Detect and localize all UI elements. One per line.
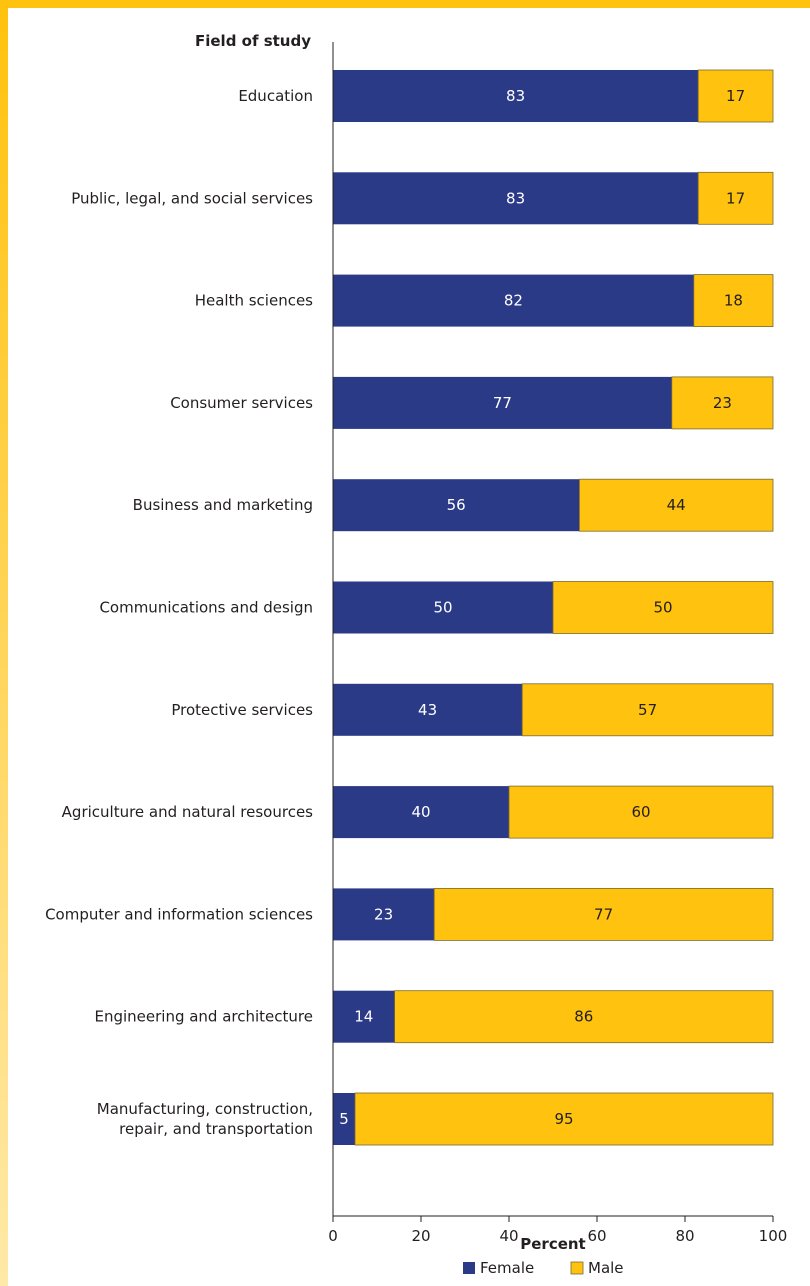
data-label-male: 95 bbox=[554, 1110, 573, 1128]
bar-female bbox=[333, 888, 435, 941]
bar-male bbox=[521, 683, 774, 737]
data-label-female: 14 bbox=[354, 1008, 373, 1026]
bar-male bbox=[552, 581, 774, 634]
bar-male bbox=[394, 990, 774, 1044]
x-tick-label: 80 bbox=[675, 1227, 694, 1245]
data-label-male: 18 bbox=[724, 292, 743, 310]
x-tick-label: 0 bbox=[328, 1227, 338, 1245]
category-label: Communications and design bbox=[99, 599, 313, 617]
legend-swatch-female bbox=[463, 1262, 475, 1274]
bar-female bbox=[333, 786, 509, 839]
x-tick-label: 60 bbox=[587, 1227, 606, 1245]
data-label-male: 17 bbox=[726, 87, 745, 105]
x-axis-title: Percent bbox=[520, 1235, 585, 1253]
bar-male bbox=[508, 785, 774, 839]
bar-female bbox=[333, 1093, 355, 1145]
legend-swatch-male bbox=[570, 1261, 584, 1275]
bar-male bbox=[579, 478, 774, 532]
bar-female bbox=[333, 376, 672, 429]
data-label-female: 82 bbox=[504, 292, 523, 310]
data-label-female: 50 bbox=[433, 599, 452, 617]
category-label: Business and marketing bbox=[133, 496, 313, 514]
x-tick-label: 40 bbox=[499, 1227, 518, 1245]
category-label: Public, legal, and social services bbox=[71, 189, 313, 207]
legend-label-female: Female bbox=[480, 1259, 534, 1277]
data-label-male: 86 bbox=[574, 1008, 593, 1026]
data-label-female: 23 bbox=[374, 905, 393, 923]
data-label-male: 44 bbox=[667, 496, 686, 514]
data-label-female: 40 bbox=[411, 803, 430, 821]
category-label: Protective services bbox=[171, 701, 313, 719]
category-axis-title: Field of study bbox=[195, 32, 311, 50]
legend-label-male: Male bbox=[588, 1259, 624, 1277]
bar-male bbox=[354, 1092, 774, 1146]
data-label-male: 50 bbox=[653, 599, 672, 617]
x-tick-label: 20 bbox=[411, 1227, 430, 1245]
data-label-female: 77 bbox=[493, 394, 512, 412]
category-label: Education bbox=[238, 87, 313, 105]
data-label-female: 43 bbox=[418, 701, 437, 719]
category-label: Computer and information sciences bbox=[45, 905, 313, 923]
category-label: Health sciences bbox=[195, 292, 313, 310]
bar-female bbox=[333, 581, 553, 634]
bar-female bbox=[333, 683, 523, 736]
bar-male bbox=[671, 376, 774, 430]
category-label: Consumer services bbox=[170, 394, 313, 412]
data-label-male: 57 bbox=[638, 701, 657, 719]
bar-female bbox=[333, 172, 699, 225]
bar-female bbox=[333, 70, 699, 122]
bar-female bbox=[333, 479, 580, 532]
bar-female bbox=[333, 274, 694, 327]
data-label-male: 17 bbox=[726, 189, 745, 207]
data-label-female: 5 bbox=[339, 1110, 349, 1128]
data-label-male: 77 bbox=[594, 905, 613, 923]
category-label: Engineering and architecture bbox=[94, 1008, 313, 1026]
data-label-male: 60 bbox=[631, 803, 650, 821]
bar-male bbox=[697, 69, 774, 123]
bar-male bbox=[693, 274, 774, 328]
data-label-male: 23 bbox=[713, 394, 732, 412]
category-label: repair, and transportation bbox=[119, 1120, 313, 1138]
bar-female bbox=[333, 990, 395, 1043]
x-tick-label: 100 bbox=[759, 1227, 788, 1245]
category-label: Manufacturing, construction, bbox=[97, 1100, 313, 1118]
category-label: Agriculture and natural resources bbox=[62, 803, 314, 821]
stacked-bar-chart: Field of study 83 17 Education 83 17 Public, l… bbox=[45, 32, 788, 1277]
data-label-female: 83 bbox=[506, 87, 525, 105]
bar-male bbox=[697, 171, 774, 225]
bar-male bbox=[433, 888, 774, 941]
data-label-female: 83 bbox=[506, 189, 525, 207]
data-label-female: 56 bbox=[447, 496, 466, 514]
